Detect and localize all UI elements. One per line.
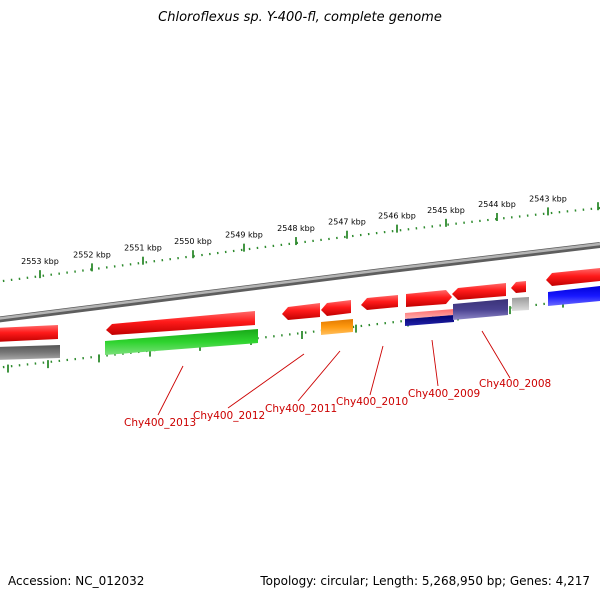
gene-arrow[interactable] bbox=[321, 300, 351, 316]
feature-box-green[interactable] bbox=[105, 329, 258, 355]
feature-box-lightgray[interactable] bbox=[512, 297, 529, 311]
ruler-tick-label: 2543 kbp bbox=[529, 194, 567, 203]
gene-label[interactable]: Chy400_2013 bbox=[124, 417, 196, 429]
backbone bbox=[0, 242, 600, 320]
ruler-tick-label: 2553 kbp bbox=[21, 257, 59, 266]
feature-box-navy[interactable] bbox=[405, 315, 454, 326]
gene-label[interactable]: Chy400_2012 bbox=[193, 410, 265, 422]
gene-arrow[interactable] bbox=[282, 303, 320, 320]
map-title: Chloroflexus sp. Y-400-fl, complete geno… bbox=[158, 10, 442, 25]
ruler-tick-label: 2550 kbp bbox=[174, 237, 212, 246]
gene-arrow[interactable] bbox=[452, 283, 506, 300]
gene-label[interactable]: Chy400_2008 bbox=[479, 378, 551, 390]
feature-box-gray[interactable] bbox=[0, 345, 60, 360]
feature-box-salmon[interactable] bbox=[405, 309, 454, 319]
ruler-tick-label: 2552 kbp bbox=[73, 250, 111, 259]
gene-label[interactable]: Chy400_2011 bbox=[265, 403, 337, 415]
ruler-tick-label: 2547 kbp bbox=[328, 218, 366, 227]
ruler-tick-label: 2551 kbp bbox=[124, 244, 162, 253]
gene-arrow[interactable] bbox=[406, 290, 452, 307]
ruler-tick-label: 2546 kbp bbox=[378, 212, 416, 221]
feature-box-slate[interactable] bbox=[453, 299, 508, 320]
genome-stats-text: Topology: circular; Length: 5,268,950 bp… bbox=[260, 574, 590, 588]
gene-label[interactable]: Chy400_2009 bbox=[408, 388, 480, 400]
gene-leader-lines bbox=[157, 330, 511, 416]
gene-label[interactable]: Chy400_2010 bbox=[336, 396, 408, 408]
ruler-tick-label: 2544 kbp bbox=[478, 200, 516, 209]
gene-arrow[interactable] bbox=[0, 325, 58, 342]
ruler-outer-arc bbox=[0, 206, 600, 283]
accession-text: Accession: NC_012032 bbox=[8, 574, 145, 588]
feature-box-orange[interactable] bbox=[321, 319, 353, 335]
ruler-major-ticks bbox=[39, 202, 599, 279]
gene-arrow[interactable] bbox=[106, 311, 255, 335]
gene-arrow[interactable] bbox=[511, 281, 526, 293]
ruler-tick-label: 2548 kbp bbox=[277, 224, 315, 233]
feature-box-blue[interactable] bbox=[548, 286, 600, 306]
reverse-strand-features bbox=[0, 286, 600, 360]
ruler-tick-label: 2549 kbp bbox=[225, 231, 263, 240]
ruler-labels: 2553 kbp 2552 kbp 2551 kbp 2550 kbp 2549 kbp… bbox=[21, 194, 567, 266]
gene-arrow[interactable] bbox=[546, 268, 600, 286]
ruler-tick-label: 2545 kbp bbox=[427, 206, 465, 215]
gene-arrow[interactable] bbox=[361, 295, 398, 310]
gene-labels: Chy400_2013 Chy400_2012 Chy400_2011 Chy4… bbox=[124, 378, 551, 429]
forward-strand-genes bbox=[0, 268, 600, 342]
